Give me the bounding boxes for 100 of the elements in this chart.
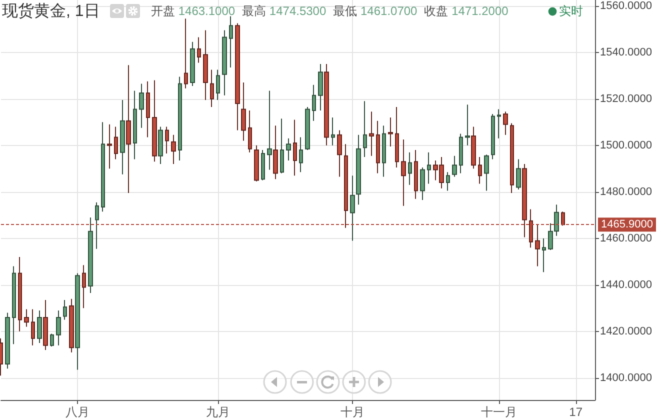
candlestick <box>63 300 67 320</box>
annotation: 实时 <box>559 4 583 18</box>
y-tick-label: 1440.0000 <box>600 278 652 291</box>
candlestick <box>18 256 22 332</box>
candlestick <box>126 64 131 194</box>
candlestick <box>50 333 54 348</box>
candlestick <box>190 41 195 87</box>
x-tick-label: 十月 <box>340 405 364 419</box>
candlestick <box>542 238 546 273</box>
candlestick <box>56 310 61 346</box>
candlestick <box>37 310 42 344</box>
y-tick-label: 1480.0000 <box>600 186 652 198</box>
candlestick <box>254 144 259 182</box>
candlestick <box>24 308 29 328</box>
candlestick <box>280 118 284 174</box>
candlestick <box>69 298 74 353</box>
candlestick <box>235 22 240 131</box>
candlestick <box>178 76 182 161</box>
candlestick <box>210 69 214 108</box>
candlestick <box>120 100 125 175</box>
candlestick <box>216 69 220 100</box>
candlestick <box>152 80 157 162</box>
candlestick <box>299 136 303 173</box>
y-tick-label: 1540.0000 <box>600 46 652 58</box>
candlestick <box>516 158 521 190</box>
candlestick <box>95 202 99 250</box>
candlestick <box>197 36 201 64</box>
candlestick <box>203 30 208 100</box>
chart-title: 现货黄金, 1日 <box>2 2 100 21</box>
candlestick <box>293 119 297 176</box>
candlestick <box>484 154 489 192</box>
candlestick <box>324 63 329 146</box>
candlestick <box>12 266 16 345</box>
candlestick <box>337 130 342 178</box>
x-tick-label: 八月 <box>66 405 90 419</box>
candlestick <box>388 116 393 148</box>
candlestick <box>452 155 457 178</box>
candlestick <box>101 122 105 212</box>
candlestick <box>350 175 355 242</box>
candlestick <box>88 216 93 294</box>
candlestick <box>446 172 450 192</box>
candlestick <box>414 150 418 200</box>
x-tick-label: 十一月 <box>481 405 518 419</box>
candlestick <box>222 30 227 96</box>
y-tick-label: 1520.0000 <box>600 92 652 105</box>
candlestick <box>382 125 386 178</box>
candlestick <box>312 84 316 122</box>
candlestick <box>344 144 348 228</box>
candlestick <box>561 211 565 226</box>
candlestick <box>465 104 470 146</box>
candlestick <box>331 116 335 146</box>
candlestick <box>497 108 501 139</box>
candlestick <box>401 139 406 206</box>
y-tick-label: 1560.0000 <box>600 0 652 12</box>
candlestick <box>503 111 508 136</box>
candlestick <box>184 18 188 89</box>
candlestick <box>248 110 252 153</box>
candlestick <box>510 122 514 194</box>
candlestick <box>146 80 150 138</box>
candlestick <box>459 133 463 174</box>
candlestick <box>478 156 482 184</box>
candlestick <box>139 83 144 128</box>
y-tick-label: 1460.0000 <box>600 232 652 244</box>
candlestick <box>471 126 476 170</box>
candlestick <box>529 208 533 248</box>
candlestick <box>31 308 35 346</box>
candlestick <box>491 113 495 160</box>
candlestick <box>522 163 527 238</box>
candlestick <box>267 90 272 170</box>
candlestick <box>395 106 399 168</box>
x-tick-label: 九月 <box>206 405 230 419</box>
candlestick <box>5 312 10 370</box>
candlestick <box>408 152 412 186</box>
x-tick-label: 17 <box>569 405 583 419</box>
candlestick <box>305 106 310 150</box>
annotation: 收盘 1471.2000 <box>424 4 508 18</box>
candlestick <box>241 82 246 142</box>
candlestick <box>318 63 323 111</box>
candlestick <box>82 264 86 309</box>
candlestick <box>273 125 278 180</box>
y-tick-label: 1420.0000 <box>600 325 652 338</box>
candlestick <box>171 134 176 164</box>
candlestick <box>286 138 291 161</box>
candlestick <box>107 124 112 170</box>
candlestick <box>114 126 118 160</box>
candlestick <box>420 166 425 200</box>
candlestick <box>165 126 169 154</box>
candlestick <box>427 152 431 184</box>
candlestick <box>369 111 374 156</box>
candlestick <box>535 224 540 267</box>
candlestick <box>133 90 137 160</box>
annotation: 最高 1474.5300 <box>242 4 326 18</box>
y-tick-label: 1400.0000 <box>600 372 652 384</box>
candlestick <box>376 120 380 174</box>
candlestick <box>261 150 265 181</box>
candlestick <box>43 300 48 350</box>
candlestick <box>363 100 367 158</box>
candlestick <box>158 126 163 164</box>
y-tick-label: 1500.0000 <box>600 139 652 152</box>
candlestick <box>75 272 80 370</box>
